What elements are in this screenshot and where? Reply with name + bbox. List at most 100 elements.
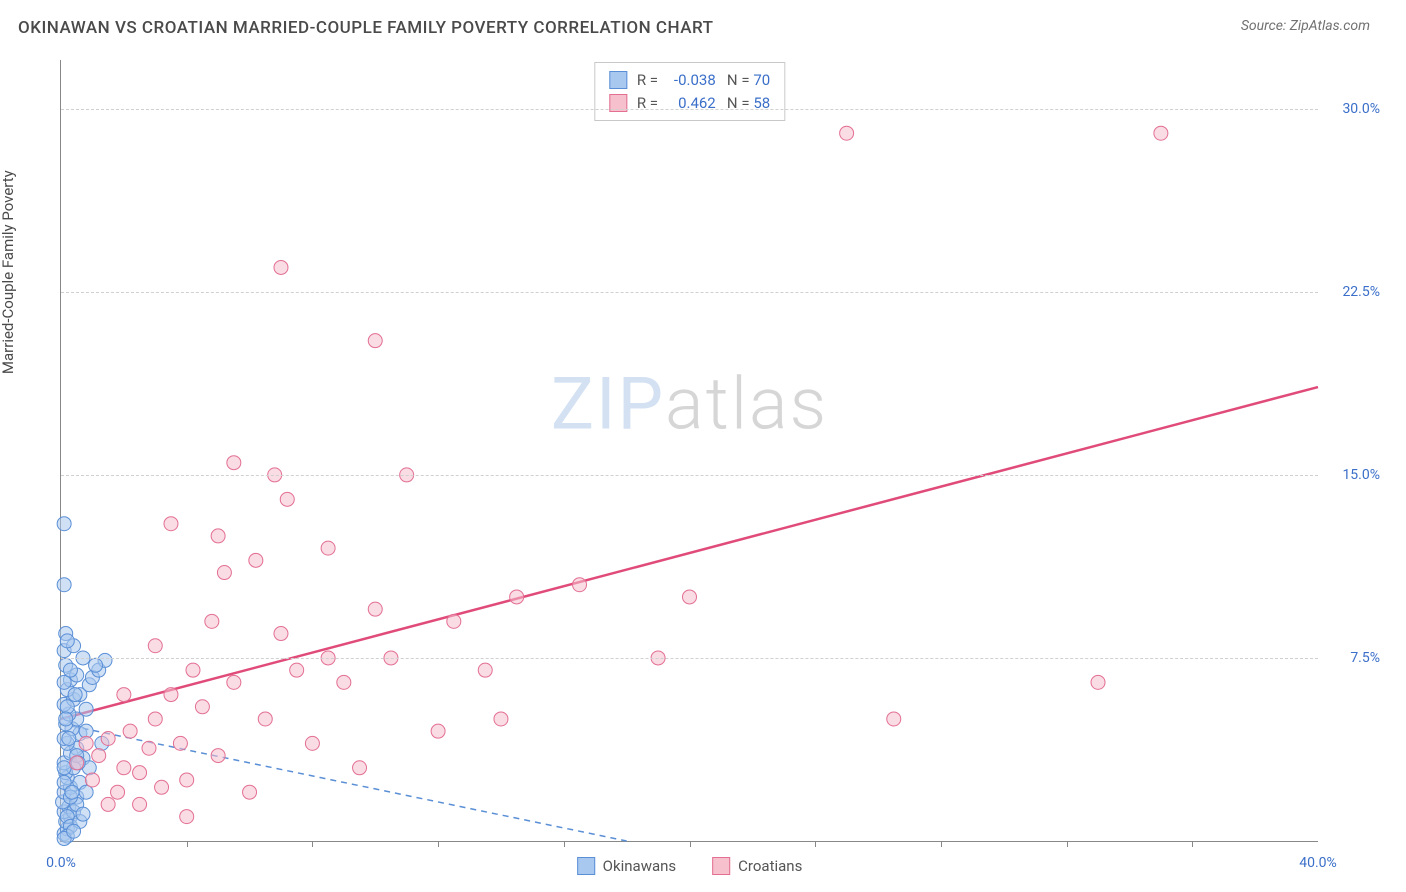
gridline (61, 292, 1318, 293)
y-tick-label: 15.0% (1324, 467, 1380, 483)
data-point (494, 712, 508, 726)
scatter-layer (61, 60, 1318, 841)
stats-row: R = -0.038 N = 70 (609, 69, 770, 92)
legend-swatch (712, 857, 730, 875)
data-point (148, 712, 162, 726)
data-point (1091, 675, 1105, 689)
source-name: ZipAtlas.com (1290, 18, 1370, 34)
data-point (321, 541, 335, 555)
stats-row: R = 0.462 N = 58 (609, 92, 770, 115)
data-point (57, 517, 71, 531)
data-point (101, 797, 115, 811)
data-point (67, 824, 81, 838)
data-point (249, 553, 263, 567)
stats-text: R = -0.038 N = 70 (637, 69, 770, 92)
data-point (227, 675, 241, 689)
data-point (57, 761, 71, 775)
x-tick (312, 841, 313, 847)
stats-text: R = 0.462 N = 58 (637, 92, 770, 115)
data-point (211, 749, 225, 763)
data-point (195, 700, 209, 714)
x-tick (1067, 841, 1068, 847)
y-tick-label: 22.5% (1324, 284, 1380, 300)
gridline (61, 475, 1318, 476)
data-point (133, 766, 147, 780)
legend-label: Okinawans (603, 857, 676, 875)
chart-source: Source: ZipAtlas.com (1241, 18, 1370, 34)
data-point (211, 529, 225, 543)
data-point (368, 602, 382, 616)
legend-item: Okinawans (577, 857, 676, 875)
data-point (164, 517, 178, 531)
data-point (1154, 126, 1168, 140)
data-point (59, 712, 73, 726)
x-tick (690, 841, 691, 847)
data-point (186, 663, 200, 677)
stats-legend-box: R = -0.038 N = 70R = 0.462 N = 58 (594, 62, 785, 121)
data-point (353, 761, 367, 775)
data-point (280, 492, 294, 506)
data-point (70, 756, 84, 770)
y-tick-label: 7.5% (1324, 650, 1380, 666)
data-point (155, 780, 169, 794)
data-point (117, 688, 131, 702)
plot-region: ZIPatlas R = -0.038 N = 70R = 0.462 N = … (60, 60, 1318, 842)
trend-line-series2 (61, 387, 1318, 719)
data-point (180, 773, 194, 787)
x-tick (438, 841, 439, 847)
data-point (217, 566, 231, 580)
data-point (274, 260, 288, 274)
data-point (68, 688, 82, 702)
data-point (57, 578, 71, 592)
x-tick (187, 841, 188, 847)
chart-title: OKINAWAN VS CROATIAN MARRIED-COUPLE FAMI… (18, 18, 713, 38)
data-point (173, 736, 187, 750)
data-point (85, 773, 99, 787)
data-point (510, 590, 524, 604)
data-point (133, 797, 147, 811)
data-point (205, 614, 219, 628)
x-tick-label: 40.0% (1299, 855, 1337, 871)
data-point (123, 724, 137, 738)
data-point (63, 663, 77, 677)
legend-swatch (577, 857, 595, 875)
data-point (274, 627, 288, 641)
data-point (478, 663, 492, 677)
trend-line-series1 (61, 724, 627, 841)
data-point (573, 578, 587, 592)
y-axis-label: Married-Couple Family Poverty (0, 170, 17, 374)
data-point (79, 702, 93, 716)
data-point (164, 688, 178, 702)
data-point (290, 663, 304, 677)
x-tick-label: 0.0% (46, 855, 76, 871)
data-point (887, 712, 901, 726)
data-point (111, 785, 125, 799)
gridline (61, 109, 1318, 110)
legend-item: Croatians (712, 857, 802, 875)
data-point (447, 614, 461, 628)
data-point (683, 590, 697, 604)
x-tick (815, 841, 816, 847)
x-tick (564, 841, 565, 847)
legend-label: Croatians (738, 857, 802, 875)
data-point (79, 736, 93, 750)
x-tick (941, 841, 942, 847)
data-point (76, 807, 90, 821)
data-point (305, 736, 319, 750)
data-point (431, 724, 445, 738)
y-tick-label: 30.0% (1324, 101, 1380, 117)
legend-swatch (609, 71, 627, 89)
data-point (101, 731, 115, 745)
data-point (337, 675, 351, 689)
gridline (61, 658, 1318, 659)
data-point (117, 761, 131, 775)
data-point (148, 639, 162, 653)
data-point (65, 785, 79, 799)
data-point (258, 712, 272, 726)
source-prefix: Source: (1241, 18, 1290, 34)
data-point (180, 810, 194, 824)
bottom-legend: Okinawans Croatians (577, 857, 803, 875)
data-point (62, 731, 76, 745)
data-point (227, 456, 241, 470)
x-tick (1192, 841, 1193, 847)
